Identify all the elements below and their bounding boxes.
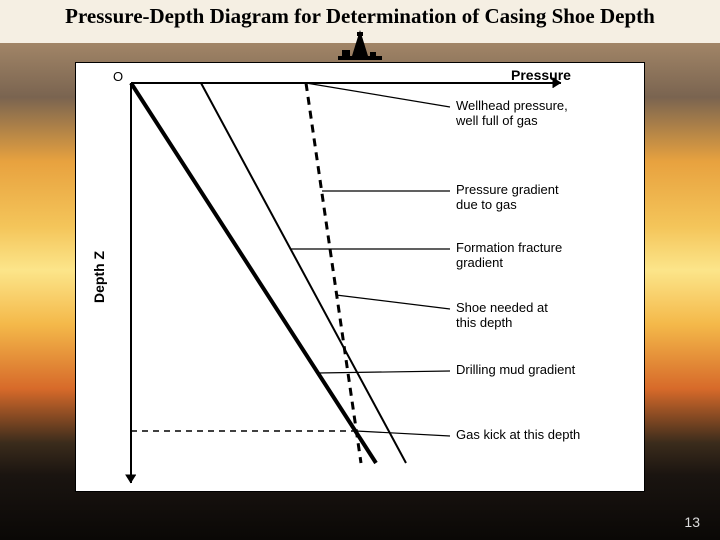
annotation-gasgrad: Pressure gradient due to gas xyxy=(456,183,559,213)
page-title: Pressure-Depth Diagram for Determination… xyxy=(0,4,720,29)
slide: Pressure-Depth Diagram for Determination… xyxy=(0,0,720,540)
annotation-fracgrad: Formation fracture gradient xyxy=(456,241,562,271)
annotation-wellhead: Wellhead pressure, well full of gas xyxy=(456,99,568,129)
oil-rig-icon xyxy=(338,30,382,65)
page-number: 13 xyxy=(684,514,700,530)
annotation-kick: Gas kick at this depth xyxy=(456,428,580,443)
chart-panel: Pressure Depth Z O Wellhead pressure, we… xyxy=(75,62,645,492)
annotation-shoe: Shoe needed at this depth xyxy=(456,301,548,331)
annotation-mudgrad: Drilling mud gradient xyxy=(456,363,575,378)
